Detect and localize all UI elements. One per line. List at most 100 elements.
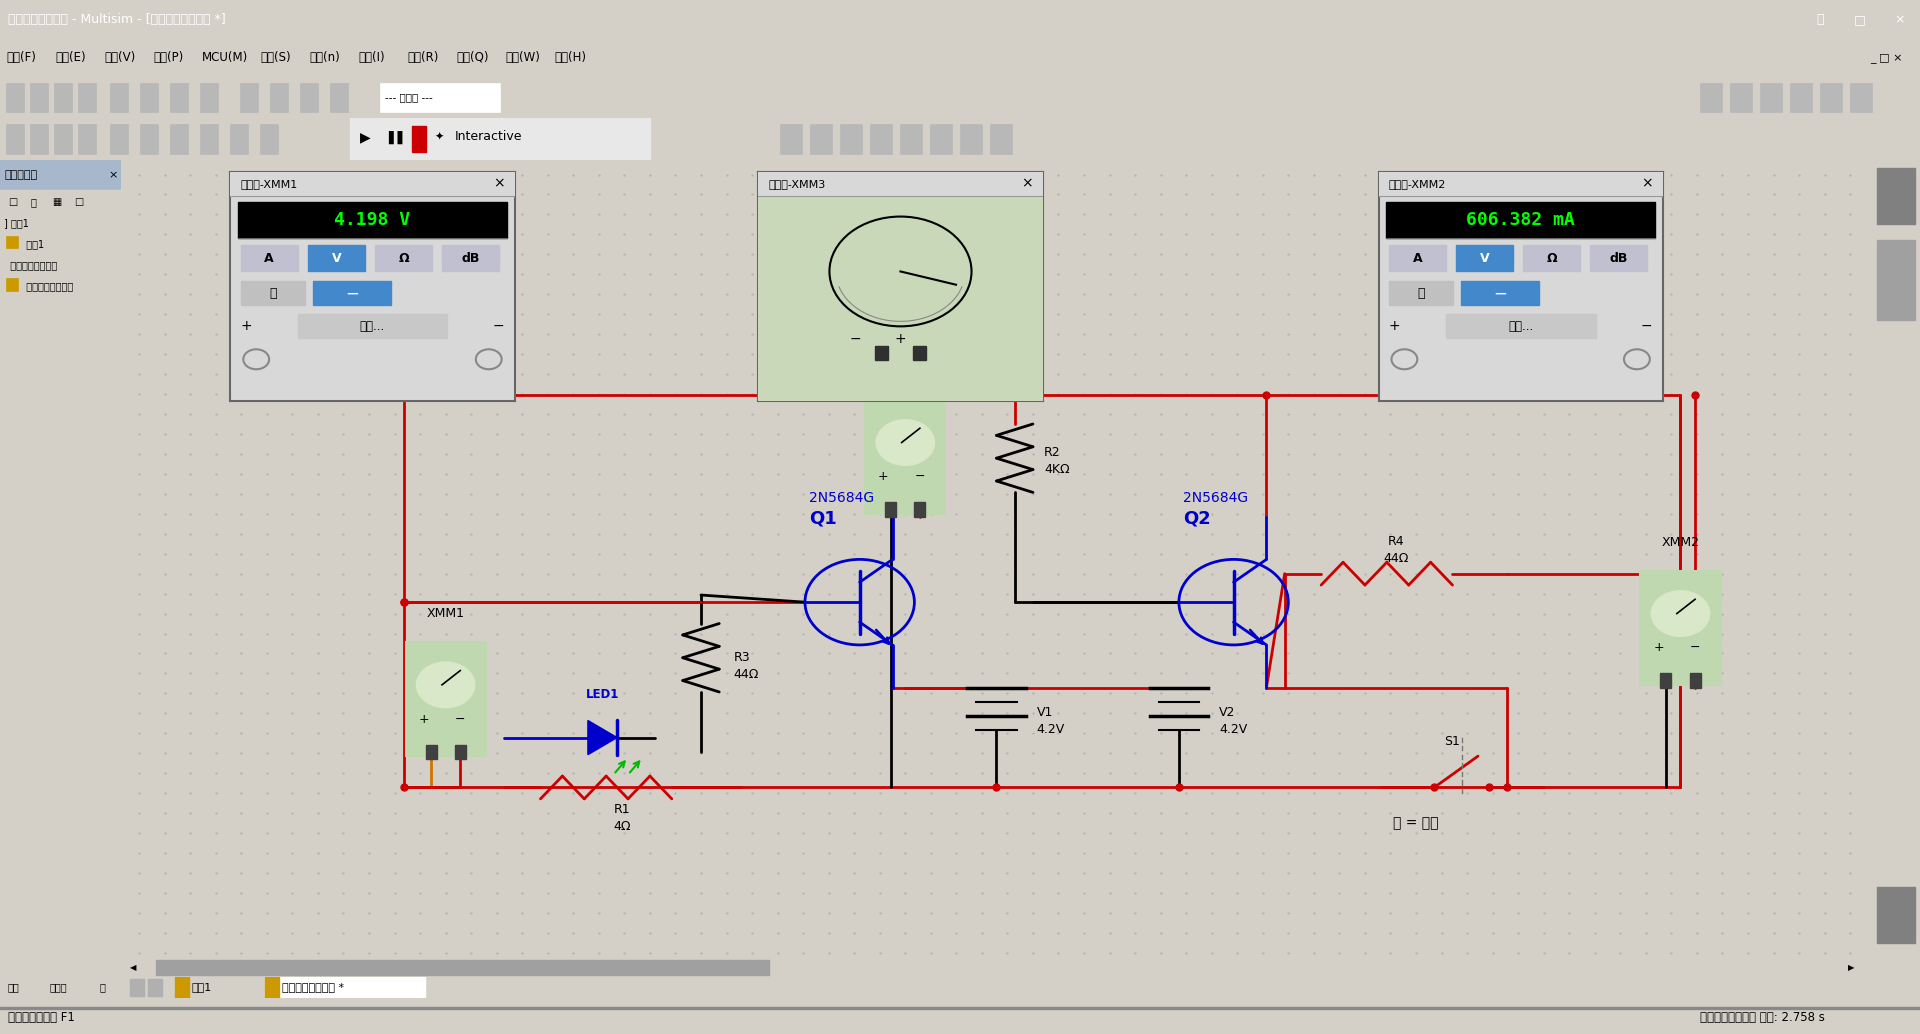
Bar bbox=[148, 979, 161, 996]
Text: ～: ～ bbox=[1417, 286, 1425, 300]
Bar bbox=[1876, 169, 1916, 224]
Text: 帮助(H): 帮助(H) bbox=[555, 52, 586, 64]
Bar bbox=[1461, 281, 1538, 305]
Text: 视图(V): 视图(V) bbox=[104, 52, 134, 64]
Text: R2: R2 bbox=[1044, 446, 1060, 459]
Bar bbox=[780, 124, 803, 154]
Bar bbox=[1876, 887, 1916, 943]
Text: 文件(F): 文件(F) bbox=[6, 52, 36, 64]
Text: ▦: ▦ bbox=[52, 197, 61, 207]
Bar bbox=[1661, 673, 1670, 688]
Bar bbox=[413, 126, 426, 152]
Bar bbox=[54, 124, 73, 154]
Bar bbox=[140, 124, 157, 154]
Bar bbox=[0, 160, 121, 189]
Bar bbox=[240, 83, 257, 112]
Text: 顶: 顶 bbox=[100, 982, 106, 993]
Text: R4: R4 bbox=[1388, 536, 1404, 548]
Bar bbox=[876, 346, 887, 360]
Bar bbox=[758, 172, 1043, 195]
Text: 4KΩ: 4KΩ bbox=[1044, 463, 1069, 476]
Text: ～: ～ bbox=[269, 286, 276, 300]
Text: 设興1: 设興1 bbox=[192, 982, 213, 993]
Text: ×: × bbox=[1642, 177, 1653, 190]
Text: ✦: ✦ bbox=[436, 132, 444, 142]
Text: 选项(Q): 选项(Q) bbox=[457, 52, 488, 64]
Bar bbox=[758, 195, 1043, 401]
Text: −: − bbox=[849, 332, 860, 346]
Text: −: − bbox=[455, 712, 465, 726]
Bar bbox=[405, 642, 486, 756]
Bar bbox=[1446, 314, 1596, 338]
Text: 电池并联防止接反: 电池并联防止接反 bbox=[19, 281, 73, 292]
Text: +: + bbox=[240, 320, 252, 333]
Text: R3: R3 bbox=[733, 651, 751, 664]
Text: XMM1: XMM1 bbox=[426, 607, 465, 620]
Text: 🗁: 🗁 bbox=[31, 197, 36, 207]
Bar bbox=[230, 124, 248, 154]
Text: 编辑(E): 编辑(E) bbox=[56, 52, 86, 64]
Bar bbox=[960, 124, 981, 154]
Text: 606.382 mA: 606.382 mA bbox=[1467, 211, 1574, 229]
Bar bbox=[265, 977, 278, 998]
Bar bbox=[6, 83, 23, 112]
Bar bbox=[6, 278, 17, 291]
Text: ×: × bbox=[1021, 177, 1033, 190]
Bar bbox=[131, 979, 144, 996]
Text: Q2: Q2 bbox=[1183, 510, 1212, 527]
Bar bbox=[1851, 83, 1872, 112]
Text: 设置...: 设置... bbox=[359, 320, 386, 333]
Bar bbox=[171, 83, 188, 112]
Bar bbox=[6, 124, 23, 154]
Bar bbox=[313, 281, 390, 305]
Text: V2: V2 bbox=[1219, 706, 1235, 720]
Bar bbox=[442, 245, 499, 272]
Text: ×: × bbox=[108, 170, 117, 180]
Text: 仿真(S): 仿真(S) bbox=[259, 52, 290, 64]
Text: XMM2: XMM2 bbox=[1661, 536, 1699, 549]
Text: 万用表-XMM3: 万用表-XMM3 bbox=[768, 179, 826, 188]
Bar bbox=[810, 124, 831, 154]
Text: 如需帮助，请按 F1: 如需帮助，请按 F1 bbox=[8, 1011, 75, 1025]
Bar bbox=[929, 124, 952, 154]
Text: V: V bbox=[332, 252, 342, 265]
Text: ×: × bbox=[493, 177, 505, 190]
Bar bbox=[175, 977, 188, 998]
Text: −: − bbox=[1494, 284, 1507, 302]
Text: 窗口(W): 窗口(W) bbox=[505, 52, 540, 64]
Circle shape bbox=[876, 420, 935, 465]
Text: 设置...: 设置... bbox=[1507, 320, 1534, 333]
Text: LED1: LED1 bbox=[586, 688, 618, 701]
Bar bbox=[991, 124, 1012, 154]
Text: ] 设计1: ] 设计1 bbox=[4, 218, 29, 229]
Text: 设计工具箱: 设计工具箱 bbox=[4, 170, 36, 180]
Text: ▶: ▶ bbox=[1847, 964, 1855, 972]
Bar bbox=[1640, 571, 1720, 685]
Bar bbox=[109, 124, 129, 154]
Text: 44Ω: 44Ω bbox=[733, 668, 758, 681]
Text: XMM3: XMM3 bbox=[887, 365, 924, 377]
Bar bbox=[156, 961, 768, 975]
Text: ×: × bbox=[1895, 13, 1905, 26]
Bar bbox=[238, 202, 507, 238]
Circle shape bbox=[417, 662, 474, 707]
Bar bbox=[265, 977, 424, 998]
Text: 44Ω: 44Ω bbox=[1382, 552, 1409, 566]
Bar bbox=[380, 83, 499, 112]
Bar bbox=[200, 124, 219, 154]
Bar bbox=[841, 124, 862, 154]
Bar bbox=[240, 245, 298, 272]
Text: 4Ω: 4Ω bbox=[614, 820, 632, 833]
Text: V: V bbox=[1480, 252, 1490, 265]
Text: Ω: Ω bbox=[397, 252, 409, 265]
Bar bbox=[1761, 83, 1782, 112]
Bar bbox=[6, 236, 17, 248]
Bar bbox=[31, 83, 48, 112]
Bar bbox=[109, 83, 129, 112]
Bar bbox=[1523, 245, 1580, 272]
Bar bbox=[300, 83, 319, 112]
Circle shape bbox=[1651, 590, 1709, 636]
Text: 2N5684G: 2N5684G bbox=[1183, 491, 1248, 506]
Bar bbox=[175, 977, 255, 998]
Text: 键 = 空格: 键 = 空格 bbox=[1394, 817, 1438, 830]
